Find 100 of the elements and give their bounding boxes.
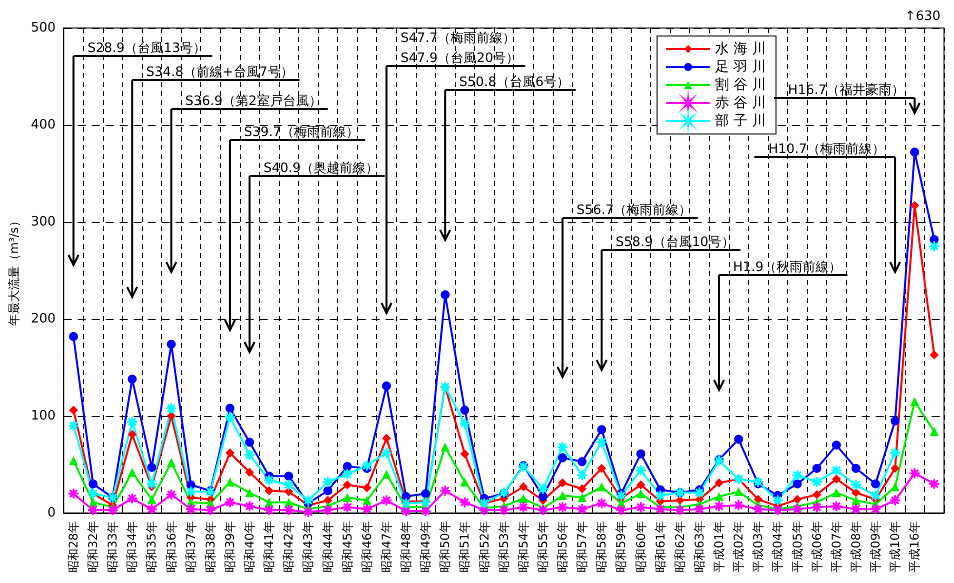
x-tick-label: 昭和45年	[340, 521, 354, 572]
point	[245, 438, 254, 447]
x-tick-label: 昭和34年	[125, 521, 140, 572]
x-tick-label: 昭和49年	[418, 521, 433, 572]
point	[597, 464, 606, 473]
point	[930, 427, 939, 436]
x-tick-label: 昭和33年	[106, 521, 120, 572]
x-tick-label: 昭和36年	[164, 521, 178, 572]
point	[851, 464, 860, 473]
point	[890, 416, 900, 426]
point	[147, 494, 156, 504]
point	[518, 494, 528, 503]
y-tick-label: 200	[30, 312, 56, 326]
x-tick-label: 昭和37年	[184, 521, 198, 572]
point	[636, 489, 646, 498]
point	[147, 462, 156, 472]
x-tick-label: 昭和61年	[653, 521, 668, 572]
x-tick-label: 昭和54年	[516, 521, 530, 572]
point	[460, 406, 470, 415]
x-tick-label: 昭和32年	[86, 521, 100, 572]
point	[225, 477, 234, 486]
x-tick-label: 昭和63年	[692, 521, 706, 572]
point	[714, 478, 724, 488]
point	[342, 462, 352, 471]
x-tick-label: 平成01年	[712, 521, 726, 572]
legend-label: 割 谷 川	[715, 77, 766, 93]
x-tick-label: 昭和51年	[458, 521, 472, 572]
x-tick-label: 昭和60年	[634, 521, 648, 572]
x-tick-label: 平成03年	[751, 521, 766, 572]
point	[558, 453, 568, 462]
x-tick-label: 昭和40年	[242, 521, 257, 572]
legend-label: 部 子 川	[715, 113, 766, 129]
legend-label: 水 海 川	[715, 41, 766, 57]
y-tick-label: 300	[30, 214, 56, 230]
x-tick-label: 昭和48年	[399, 521, 414, 572]
point	[792, 494, 802, 504]
point	[323, 486, 332, 496]
x-tick-label: 平成08年	[848, 521, 863, 572]
point	[636, 480, 646, 490]
x-tick-label: 平成16年	[908, 521, 922, 572]
point	[284, 472, 294, 481]
x-tick-label: 昭和57年	[575, 521, 590, 572]
point	[714, 492, 724, 502]
point	[578, 492, 587, 502]
x-tick-label: 昭和39年	[222, 521, 237, 572]
y-tick-label: 100	[30, 408, 56, 424]
x-tick-label: 昭和56年	[556, 521, 570, 572]
point	[538, 492, 548, 502]
point	[460, 449, 470, 458]
point	[440, 442, 450, 452]
point	[342, 492, 352, 502]
x-tick-label: 昭和43年	[301, 521, 316, 572]
point	[382, 434, 391, 443]
point	[69, 332, 78, 341]
point	[910, 148, 920, 157]
x-tick-label: 昭和58年	[594, 521, 609, 572]
point	[362, 496, 372, 505]
x-tick-label: 平成05年	[790, 521, 804, 572]
point	[832, 440, 841, 450]
point	[68, 406, 78, 415]
point	[323, 496, 332, 505]
x-tick-label: 平成07年	[829, 521, 844, 572]
point	[68, 456, 78, 466]
point	[910, 396, 920, 406]
point	[128, 374, 137, 384]
point	[421, 489, 430, 498]
point	[851, 488, 860, 498]
point	[382, 381, 391, 390]
point	[812, 464, 822, 473]
point	[226, 404, 234, 413]
point	[636, 449, 646, 458]
y-tick-label: 0	[47, 506, 56, 520]
x-tick-label: 昭和52年	[477, 521, 492, 572]
x-tick-label: 昭和28年	[66, 521, 80, 572]
point	[264, 486, 274, 496]
point	[245, 488, 254, 498]
point	[518, 482, 528, 492]
point	[225, 448, 234, 458]
x-tick-label: 昭和44年	[320, 521, 335, 572]
point	[597, 425, 606, 434]
point	[518, 460, 530, 472]
annotation: H16.7（福井豪雨）	[788, 83, 905, 98]
x-tick-label: 昭和46年	[360, 521, 374, 572]
x-tick-label: 昭和55年	[536, 521, 550, 572]
point	[734, 487, 744, 496]
y-tick-label: 500	[30, 20, 56, 36]
x-tick-label: 昭和42年	[282, 521, 296, 572]
legend-label: 赤 谷 川	[715, 95, 766, 111]
point	[792, 479, 802, 488]
point	[812, 490, 822, 500]
x-tick-label: 昭和41年	[262, 521, 276, 572]
point	[558, 478, 568, 488]
point	[342, 480, 352, 490]
point	[88, 479, 98, 488]
point	[382, 470, 391, 479]
annotation: S28.9（台風13号）	[87, 41, 206, 56]
point	[851, 496, 860, 505]
x-tick-label: 昭和59年	[614, 521, 628, 572]
point	[440, 290, 450, 300]
point	[362, 483, 372, 492]
